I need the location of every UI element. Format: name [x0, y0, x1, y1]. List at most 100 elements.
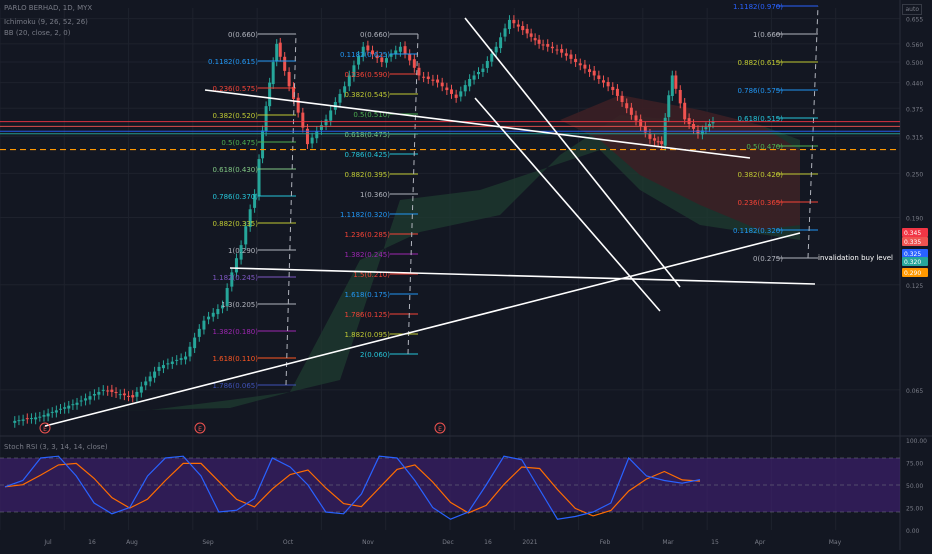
candle-body [54, 410, 58, 413]
candle-body [329, 110, 333, 121]
candle-body [271, 62, 275, 85]
candle-body [253, 193, 257, 208]
earnings-event-label: E [43, 426, 47, 433]
price-tick-label: 0.190 [906, 216, 923, 223]
candle-body [343, 86, 347, 93]
candle-body [555, 49, 559, 51]
candle-body [38, 416, 42, 418]
scale-button[interactable]: auto [902, 4, 922, 15]
trendline [44, 232, 801, 427]
candle-body [653, 138, 657, 141]
time-tick-label: 16 [484, 539, 492, 546]
stoch-rsi-legend[interactable]: Stoch RSI (3, 3, 14, 14, close) [4, 443, 108, 451]
candle-body [193, 337, 197, 349]
candle-body [711, 121, 715, 124]
fib-trend-dashed [807, 5, 819, 259]
candle-body [118, 394, 122, 396]
candle-body [58, 408, 62, 410]
fib-level-label: 1.3(0.205) [221, 301, 258, 309]
fib-level-label: 1.1182(0.970) [733, 3, 783, 11]
candle-body [305, 128, 309, 145]
fib-level-label: 0.236(0.590) [344, 71, 390, 79]
fib-level-label: 0.618(0.515) [737, 115, 783, 123]
candle-body [403, 46, 407, 54]
ichimoku-legend[interactable]: Ichimoku (9, 26, 52, 26) [4, 18, 88, 26]
candle-body [687, 118, 691, 125]
fib-level-label: 1.382(0.245) [344, 251, 390, 259]
earnings-event-icon [39, 422, 51, 434]
fib-level-label: 0.1182(0.625) [340, 51, 390, 59]
time-tick-label: Dec [442, 539, 454, 546]
candle-body [67, 405, 71, 409]
stoch-tick-label: 50.00 [906, 483, 923, 490]
time-tick-label: Sep [202, 539, 214, 546]
price-tick-label: 0.560 [906, 42, 923, 49]
candle-body [211, 312, 215, 317]
candle-body [131, 395, 135, 398]
candle-body [135, 391, 139, 397]
candle-body [106, 390, 110, 392]
fib-level-label: 1.618(0.110) [212, 355, 258, 363]
candle-body [541, 44, 545, 46]
candle-body [463, 85, 467, 92]
price-tick-label: 0.315 [906, 134, 923, 141]
candle-body [292, 86, 296, 99]
candle-body [525, 28, 529, 34]
earnings-event-icon [194, 422, 206, 434]
price-tick-label: 0.375 [906, 106, 923, 113]
fib-level-label: 0.5(0.470) [746, 143, 783, 151]
time-tick-label: 2021 [522, 539, 537, 546]
candle-body [157, 366, 161, 371]
candle-body [42, 415, 46, 417]
fib-level-label: 0.382(0.520) [212, 112, 258, 120]
fib-level-label: 1.786(0.125) [344, 311, 390, 319]
candle-body [17, 420, 21, 422]
candle-body [375, 55, 379, 59]
candle-body [389, 54, 393, 57]
candle-body [114, 391, 118, 394]
candle-body [144, 381, 148, 386]
candle-body [620, 95, 624, 102]
candle-body [287, 72, 291, 87]
candle-body [79, 400, 83, 402]
fib-level-label: 0.1182(0.615) [208, 58, 258, 66]
time-tick-label: Mar [662, 539, 674, 546]
time-tick-label: Oct [283, 539, 294, 546]
candle-body [361, 46, 365, 57]
candle-body [667, 95, 671, 118]
time-tick-label: Nov [362, 539, 374, 546]
fib-level-label: 0.786(0.425) [344, 151, 390, 159]
candle-body [296, 97, 300, 113]
candle-body [601, 80, 605, 83]
price-tick-label: 0.655 [906, 17, 923, 24]
candle-body [248, 209, 252, 227]
trendline [204, 89, 751, 159]
candle-body [398, 46, 402, 52]
fib-level-label: 0.882(0.395) [344, 171, 390, 179]
fib-level-label: 0.236(0.365) [737, 199, 783, 207]
candle-body [485, 60, 489, 68]
fib-level-label: 0.1182(0.320) [733, 227, 783, 235]
candle-body [476, 71, 480, 75]
fib-level-label: 1.786(0.065) [212, 382, 258, 390]
candle-body [569, 54, 573, 59]
candle-body [704, 127, 708, 130]
trendline [474, 97, 661, 312]
fib-level-label: 1.382(0.180) [212, 328, 258, 336]
time-tick-label: 15 [711, 539, 719, 546]
symbol-legend[interactable]: PARLO BERHAD, 1D, MYX [4, 4, 93, 12]
candle-body [197, 328, 201, 337]
bollinger-legend[interactable]: BB (20, close, 2, 0) [4, 29, 71, 37]
candle-body [408, 54, 412, 61]
fib-level-label: 1(0.290) [228, 247, 258, 255]
candle-body [445, 87, 449, 91]
fib-level-label: 0.786(0.370) [212, 193, 258, 201]
candle-body [148, 376, 152, 382]
fib-level-label: 1(0.660) [753, 31, 783, 39]
fib-level-label: 1.882(0.095) [344, 331, 390, 339]
price-badge [902, 237, 928, 246]
price-tick-label: 0.440 [906, 81, 923, 88]
candle-body [560, 49, 564, 53]
